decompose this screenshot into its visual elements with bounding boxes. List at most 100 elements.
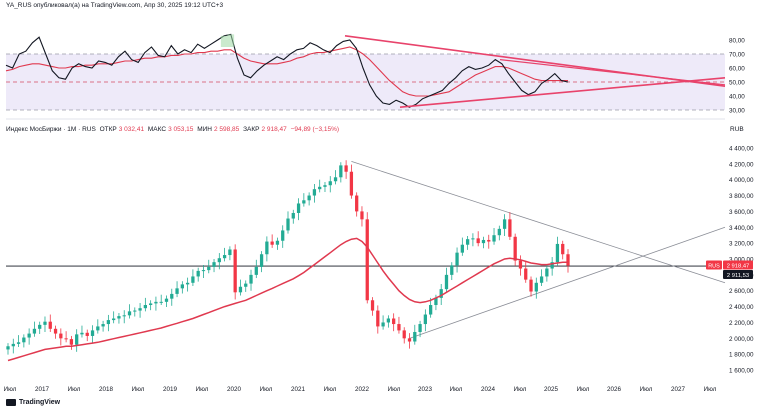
- candle-body: [48, 321, 52, 329]
- candle-body: [106, 320, 111, 325]
- candle-body: [370, 300, 375, 311]
- symbol-legend: Индекс МосБиржи · 1М · RUS ОТКР 3 032,41 …: [6, 126, 341, 133]
- candle-body: [80, 332, 84, 335]
- candle-body: [386, 318, 391, 323]
- candle-body: [27, 333, 31, 338]
- price-y-tick: 2 600,00: [729, 288, 754, 295]
- candle-body: [244, 283, 248, 287]
- x-axis-label: 2024: [481, 386, 496, 393]
- x-axis-label: Июл: [640, 386, 653, 393]
- last-price-label: 2 918,47: [727, 263, 750, 269]
- candle-body: [434, 297, 438, 306]
- candle-body: [281, 230, 285, 241]
- x-axis-label: Июл: [577, 386, 590, 393]
- candle-body: [164, 298, 169, 302]
- price-y-tick: 3 200,00: [729, 241, 754, 248]
- candle-body: [539, 276, 544, 283]
- x-axis-label: 2017: [35, 386, 50, 393]
- candle-body: [444, 274, 449, 290]
- tradingview-logo: TradingView: [6, 399, 60, 406]
- level-price-label: 2 911,53: [727, 273, 749, 279]
- osc-trendline-mid: [499, 59, 726, 86]
- osc-y-tick: 60,00: [729, 66, 745, 73]
- legend-high-key: МАКС: [147, 126, 167, 133]
- candle-body: [59, 333, 63, 339]
- x-axis-label: Июл: [450, 386, 463, 393]
- osc-overbought-fill: [227, 34, 235, 47]
- osc-y-tick: 40,00: [729, 94, 745, 101]
- candle-body: [423, 314, 427, 325]
- candle-body: [497, 228, 501, 236]
- candle-body: [175, 288, 179, 294]
- candle-body: [524, 268, 528, 280]
- legend-high-value: 3 053,15: [168, 126, 194, 133]
- candle-body: [22, 337, 26, 343]
- last-price-box: [723, 260, 753, 270]
- candle-body: [561, 243, 565, 255]
- candle-body: [32, 328, 37, 334]
- legend-close-key: ЗАКР: [243, 126, 260, 133]
- candle-body: [550, 262, 554, 269]
- candle-body: [249, 274, 253, 284]
- osc-signal-line: [5, 46, 568, 97]
- candle-body: [75, 334, 79, 345]
- candle-body: [339, 165, 343, 178]
- rus-tag-label: RUS: [708, 263, 720, 269]
- price-y-tick: 2 400,00: [729, 304, 754, 311]
- candle-body: [6, 346, 10, 350]
- currency-unit: RUB: [730, 126, 744, 133]
- candle-body: [513, 236, 517, 261]
- candle-body: [138, 308, 142, 311]
- price-y-tick: 1 800,00: [729, 352, 754, 359]
- x-axis-label: 2021: [291, 386, 306, 393]
- legend-low-value: 2 598,85: [213, 126, 240, 133]
- x-axis-label: Июл: [68, 386, 81, 393]
- brand-text: TradingView: [19, 399, 61, 406]
- price-y-tick: 4 000,00: [729, 177, 754, 184]
- price-y-tick: 1 600,00: [729, 368, 754, 375]
- price-y-tick: 3 400,00: [729, 225, 754, 232]
- candle-body: [275, 240, 280, 245]
- candle-body: [254, 266, 258, 275]
- candle-body: [460, 244, 464, 253]
- candle-body: [286, 218, 290, 231]
- osc-y-tick: 70,00: [729, 52, 745, 59]
- candle-body: [291, 212, 295, 219]
- osc-y-tick: 50,00: [729, 80, 745, 87]
- candle-body: [64, 338, 68, 340]
- price-y-tick: 4 200,00: [729, 161, 754, 168]
- candle-body: [201, 270, 206, 272]
- candle-body: [429, 305, 433, 315]
- symbol-name[interactable]: Индекс МосБиржи · 1М · RUS: [6, 126, 96, 133]
- candle-body: [534, 282, 538, 292]
- candle-body: [101, 324, 105, 327]
- publish-header: YA_RUS опубликовал(а) на TradingView.com…: [6, 2, 224, 9]
- candle-body: [349, 171, 354, 196]
- price-y-tick: 2 200,00: [729, 320, 754, 327]
- osc-y-tick: 80,00: [729, 38, 745, 45]
- candle-body: [159, 301, 163, 303]
- candle-body: [518, 260, 523, 269]
- candle-body: [418, 324, 422, 332]
- candle-body: [481, 239, 486, 244]
- candle-body: [307, 195, 311, 201]
- candle-body: [196, 270, 200, 277]
- candle-body: [355, 195, 359, 212]
- candle-body: [492, 235, 496, 242]
- candle-body: [476, 238, 480, 244]
- osc-trendline-lower: [399, 77, 726, 108]
- x-axis-label: 2020: [227, 386, 242, 393]
- candle-body: [207, 266, 211, 271]
- candle-body: [96, 326, 100, 331]
- tradingview-icon: [6, 399, 16, 406]
- candle-body: [296, 203, 301, 213]
- candle-body: [365, 219, 369, 301]
- candle-body: [328, 181, 332, 186]
- candle-body: [69, 339, 74, 345]
- candle-body: [143, 305, 147, 309]
- candle-body: [407, 338, 412, 342]
- price-y-tick: 3 000,00: [729, 257, 754, 264]
- candle-body: [323, 185, 327, 187]
- candle-body: [545, 268, 549, 277]
